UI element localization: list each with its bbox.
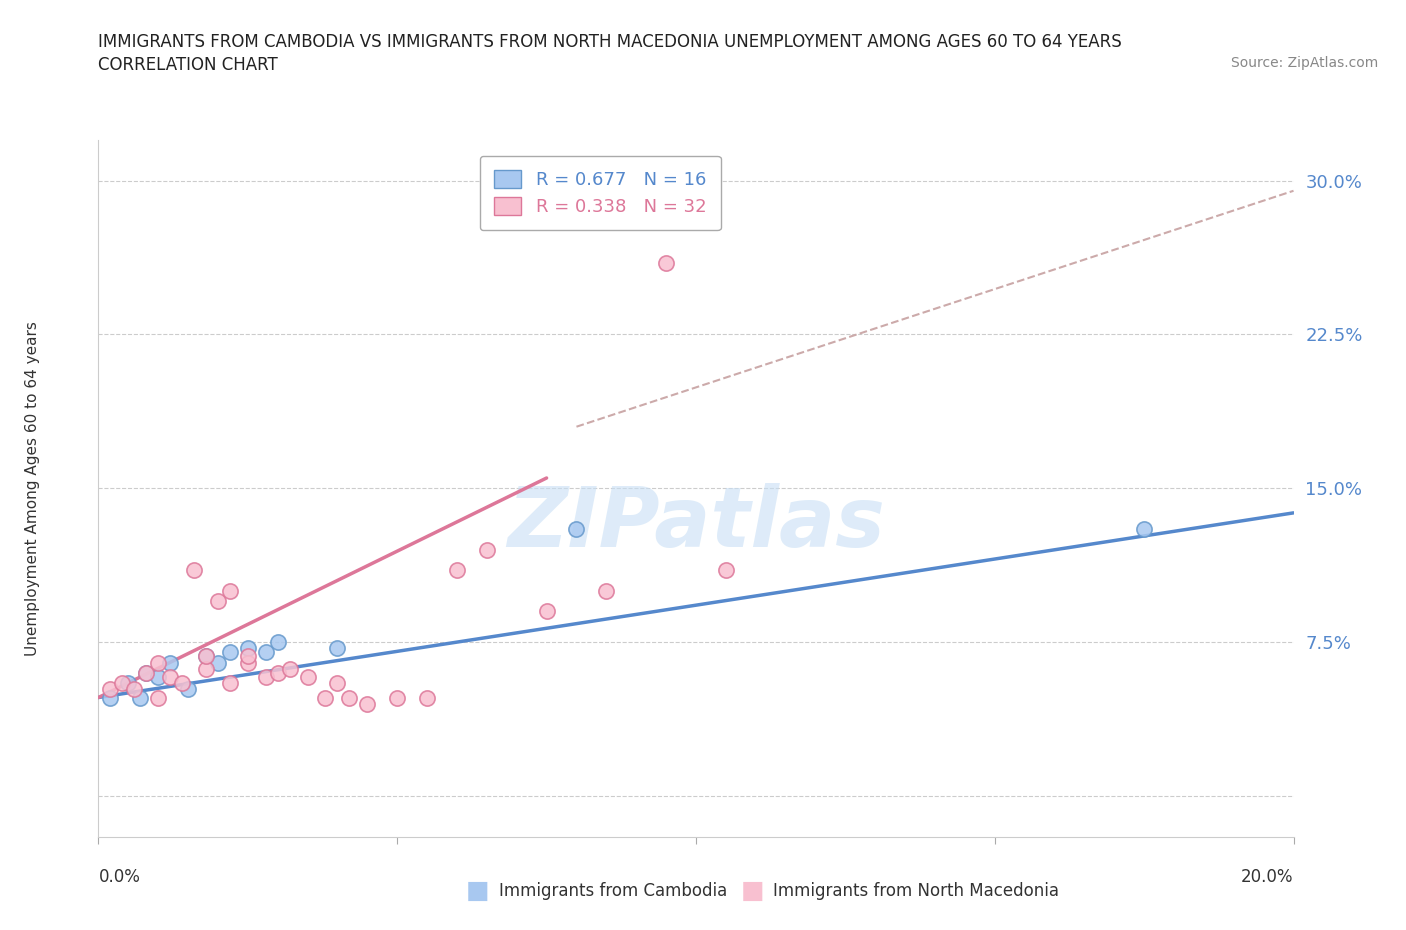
Point (595, 583, 617, 598)
Point (326, 641, 349, 656)
Point (172, 676, 194, 691)
Point (315, 690, 337, 705)
Text: IMMIGRANTS FROM CAMBODIA VS IMMIGRANTS FROM NORTH MACEDONIA UNEMPLOYMENT AMONG A: IMMIGRANTS FROM CAMBODIA VS IMMIGRANTS F… (98, 33, 1122, 50)
Point (117, 676, 139, 691)
Point (159, 656, 181, 671)
Text: ■: ■ (741, 879, 763, 903)
Point (356, 697, 378, 711)
Point (148, 690, 170, 705)
Point (98, 682, 122, 697)
Text: Source: ZipAtlas.com: Source: ZipAtlas.com (1230, 56, 1378, 70)
Legend: R = 0.677   N = 16, R = 0.338   N = 32: R = 0.677 N = 16, R = 0.338 N = 32 (479, 155, 721, 231)
Point (267, 666, 290, 681)
Point (207, 593, 229, 608)
Point (714, 563, 737, 578)
Point (129, 690, 152, 705)
Point (1133, 522, 1156, 537)
Point (194, 661, 218, 676)
Point (219, 644, 242, 659)
Point (159, 670, 181, 684)
Point (148, 656, 170, 671)
Point (385, 690, 409, 705)
Point (236, 649, 259, 664)
Point (219, 583, 242, 598)
Text: Immigrants from Cambodia: Immigrants from Cambodia (499, 882, 727, 900)
Point (446, 563, 468, 578)
Point (183, 563, 205, 578)
Point (254, 670, 277, 684)
Text: ZIPatlas: ZIPatlas (508, 483, 884, 564)
Point (98, 690, 122, 705)
Point (416, 690, 439, 705)
Point (236, 656, 259, 671)
Point (135, 666, 157, 681)
Text: Immigrants from North Macedonia: Immigrants from North Macedonia (773, 882, 1059, 900)
Point (655, 255, 678, 270)
Point (254, 644, 277, 659)
Text: 20.0%: 20.0% (1241, 869, 1294, 886)
Point (326, 676, 349, 691)
Text: CORRELATION CHART: CORRELATION CHART (98, 56, 278, 73)
Point (148, 670, 170, 684)
Text: 0.0%: 0.0% (98, 869, 141, 886)
Point (565, 522, 588, 537)
Point (267, 634, 290, 649)
Point (135, 666, 157, 681)
Point (475, 542, 498, 557)
Point (194, 649, 218, 664)
Point (236, 641, 259, 656)
Point (536, 604, 558, 618)
Point (124, 682, 146, 697)
Text: Unemployment Among Ages 60 to 64 years: Unemployment Among Ages 60 to 64 years (25, 321, 41, 656)
Point (111, 676, 134, 691)
Point (339, 690, 360, 705)
Point (177, 682, 200, 697)
Point (207, 656, 229, 671)
Point (278, 661, 301, 676)
Point (194, 649, 218, 664)
Point (219, 676, 242, 691)
Text: ■: ■ (467, 879, 489, 903)
Point (297, 670, 319, 684)
